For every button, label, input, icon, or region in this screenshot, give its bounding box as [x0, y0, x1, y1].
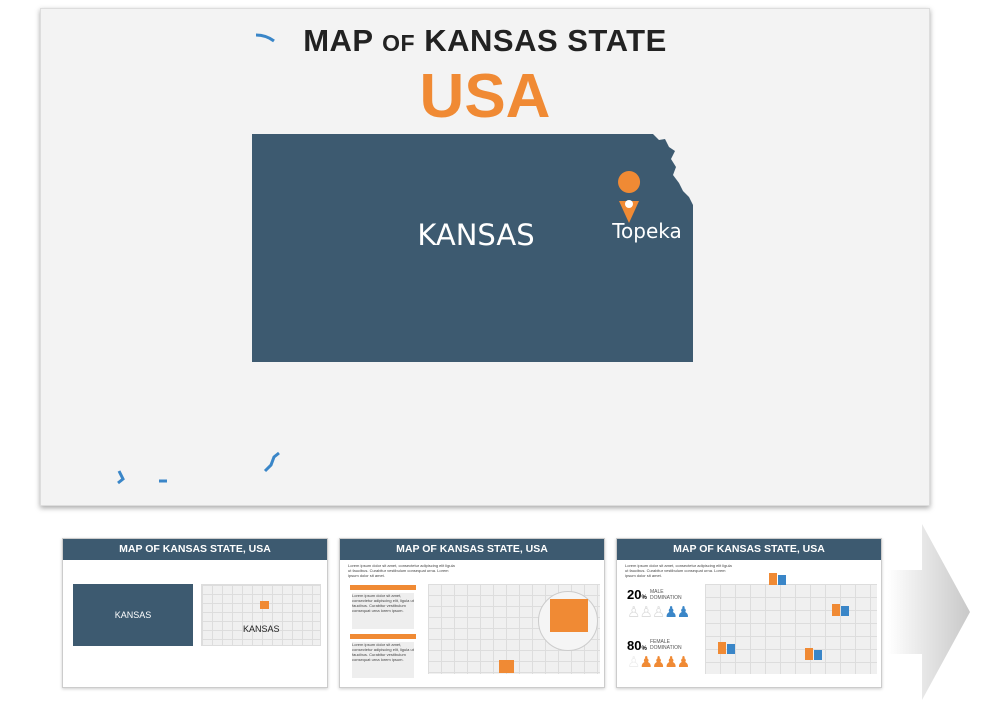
female-label: FEMALE DOMINATION	[650, 639, 682, 651]
title-text: OF	[382, 30, 416, 56]
highlight-county	[550, 599, 588, 632]
male-percent: 20	[627, 587, 642, 602]
thumbnail-3[interactable]: MAP OF KANSAS STATE, USA Lorem ipsum dol…	[616, 538, 882, 688]
intro-text: Lorem ipsum dolor sit amet, consectetur …	[348, 563, 455, 578]
slide-title: MAP OF KANSAS STATE	[41, 23, 929, 59]
kansas-shape: KANSAS	[73, 584, 193, 646]
lake-shape	[255, 33, 275, 43]
state-label: KANSAS	[417, 218, 534, 252]
kansas-state-shape	[252, 134, 693, 362]
orange-bar	[350, 585, 416, 590]
male-stat: 20%	[627, 587, 647, 602]
pct-sign: %	[641, 595, 647, 601]
lake-shape	[117, 470, 125, 485]
capital-label: Topeka	[611, 219, 682, 243]
intro-text: Lorem ipsum dolor sit amet, consectetur …	[625, 563, 732, 578]
thumbnail-2[interactable]: MAP OF KANSAS STATE, USA Lorem ipsum dol…	[339, 538, 605, 688]
data-marker	[805, 647, 822, 665]
box-text: Lorem ipsum dolor sit amet, consectetur …	[352, 593, 414, 629]
map-pin-icon	[618, 171, 641, 223]
kansas-map: KANSAS Topeka	[117, 33, 693, 485]
male-label: MALE DOMINATION	[650, 589, 682, 601]
orange-bar	[350, 634, 416, 639]
map-label: KANSAS	[243, 624, 280, 634]
male-icons: ♙♙♙♟♟	[627, 604, 690, 621]
female-percent: 80	[627, 638, 642, 653]
data-marker	[718, 641, 735, 659]
pct-sign: %	[641, 646, 647, 652]
data-marker	[832, 603, 849, 621]
main-slide: KANSAS Topeka MAP OF KANSAS STATE USA	[40, 8, 930, 506]
county-map	[201, 584, 321, 646]
slide-subtitle: USA	[419, 62, 551, 131]
title-text: KANSAS STATE	[415, 23, 667, 58]
thumbnail-title: MAP OF KANSAS STATE, USA	[340, 539, 604, 560]
box-text: Lorem ipsum dolor sit amet, consectetur …	[352, 642, 414, 678]
county-map	[705, 584, 877, 674]
thumbnail-title: MAP OF KANSAS STATE, USA	[63, 539, 327, 560]
highlight-county	[499, 660, 514, 673]
female-stat: 80%	[627, 638, 647, 653]
female-icons: ♙♟♟♟♟	[627, 654, 690, 671]
next-arrow-icon[interactable]	[888, 524, 978, 704]
thumbnail-1[interactable]: MAP OF KANSAS STATE, USA KANSAS KANSAS	[62, 538, 328, 688]
lake-shape	[263, 451, 280, 473]
data-marker	[769, 572, 786, 590]
title-text: MAP	[303, 23, 383, 58]
highlight-county	[260, 601, 269, 609]
thumbnail-title: MAP OF KANSAS STATE, USA	[617, 539, 881, 560]
